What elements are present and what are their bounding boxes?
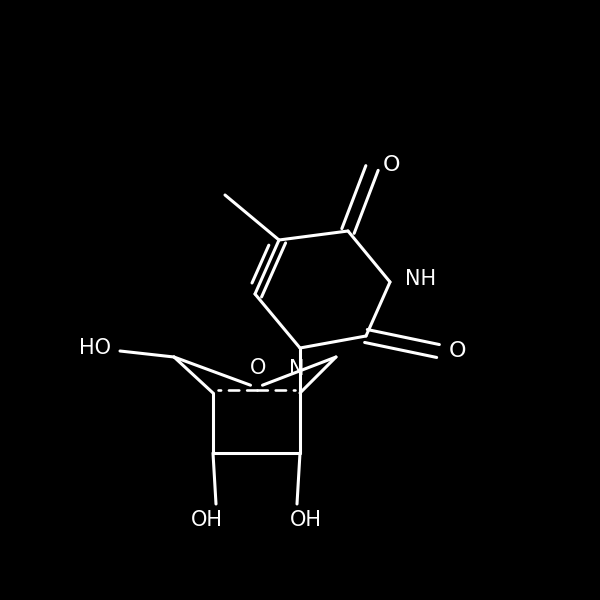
Text: NH: NH (405, 269, 436, 289)
Text: O: O (250, 358, 266, 378)
Text: OH: OH (191, 510, 223, 530)
Text: OH: OH (290, 510, 322, 530)
Text: N: N (289, 359, 305, 379)
Text: O: O (449, 341, 466, 361)
Text: HO: HO (79, 338, 111, 358)
Text: O: O (383, 155, 400, 175)
